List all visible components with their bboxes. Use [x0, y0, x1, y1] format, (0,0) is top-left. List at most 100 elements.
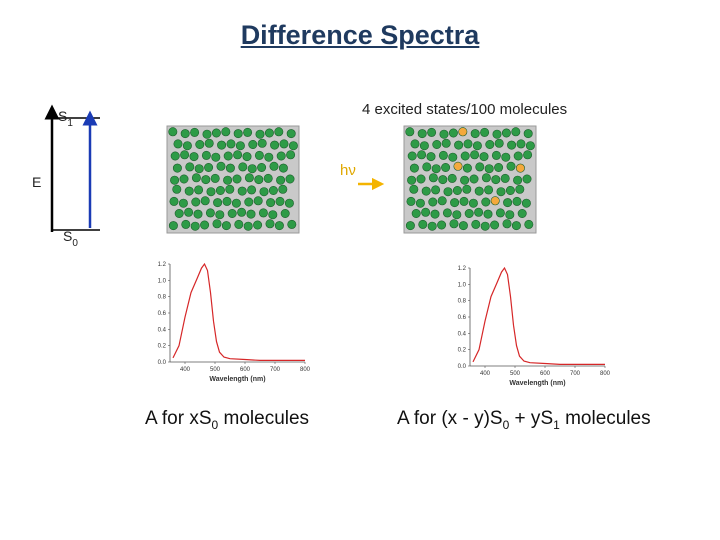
ground-molecule — [503, 198, 513, 208]
absorption-spectrum-right: 0.0 0.2 0.4 0.6 0.8 1.0 1.2 400 500 600 700 800 Wave… — [458, 266, 611, 387]
ground-molecule — [168, 221, 178, 231]
ground-molecule — [469, 174, 479, 184]
ground-molecule — [221, 127, 231, 137]
y-tick-label: 0.6 — [158, 311, 167, 317]
ground-molecule — [257, 162, 267, 172]
x-tick-label: 800 — [300, 367, 311, 373]
y-tick-label: 0.8 — [158, 295, 167, 301]
ground-molecule — [223, 151, 233, 161]
ground-molecule — [513, 151, 523, 161]
ground-molecule — [276, 175, 286, 185]
ground-molecule — [427, 221, 437, 231]
ground-molecule — [511, 221, 521, 231]
y-tick-label: 1.0 — [458, 282, 467, 288]
y-tick-label: 1.2 — [158, 262, 167, 268]
excited-state-box — [403, 125, 537, 234]
excited-molecule — [453, 161, 463, 171]
ground-molecule — [409, 163, 419, 173]
ground-molecule — [172, 184, 182, 194]
ground-molecule — [448, 152, 458, 162]
ground-molecule — [500, 173, 510, 183]
ground-molecule — [237, 207, 247, 217]
y-tick-label: 0.8 — [458, 299, 467, 305]
x-tick-label: 600 — [540, 371, 551, 377]
ground-molecule — [195, 140, 205, 149]
ground-molecule — [441, 162, 451, 172]
ground-molecule — [491, 175, 501, 185]
ground-molecule — [286, 129, 296, 139]
ground-molecule — [255, 129, 265, 139]
x-tick-label: 500 — [510, 371, 521, 377]
ground-molecule — [191, 197, 201, 207]
ground-molecule — [462, 163, 472, 173]
ground-molecule — [501, 152, 511, 162]
ground-molecule — [419, 141, 429, 151]
ground-molecule — [244, 197, 254, 207]
ground-molecule — [437, 220, 447, 230]
x-tick-label: 400 — [480, 371, 491, 377]
ground-molecule — [438, 175, 448, 185]
ground-molecule — [480, 221, 490, 231]
ground-molecule — [484, 185, 494, 195]
ground-molecule — [454, 140, 464, 150]
ground-molecule — [481, 197, 491, 207]
ground-molecule — [521, 198, 531, 208]
ground-molecule — [470, 150, 480, 160]
ground-molecule — [258, 208, 268, 218]
y-tick-label: 0.4 — [158, 327, 167, 333]
ground-molecule — [417, 150, 427, 160]
ground-molecule — [190, 127, 200, 137]
ground-molecule — [259, 187, 269, 197]
ground-molecule — [284, 198, 294, 208]
ground-molecule — [479, 152, 489, 162]
y-tick-label: 0.2 — [458, 348, 467, 354]
ground-molecule — [426, 152, 436, 162]
ground-molecule — [279, 139, 289, 149]
ground-molecule — [464, 209, 474, 219]
ground-molecule — [468, 198, 478, 208]
ground-molecule — [416, 174, 426, 184]
page-title: Difference Spectra — [240, 20, 480, 50]
ground-molecule — [211, 128, 221, 138]
ground-molecule — [170, 175, 180, 185]
ground-molecule — [264, 128, 274, 138]
ground-molecule — [243, 127, 253, 137]
ground-molecule — [525, 141, 535, 151]
ground-molecule — [193, 209, 203, 219]
ground-molecule — [212, 219, 222, 229]
ground-molecule — [184, 186, 194, 196]
ground-molecule — [430, 209, 440, 219]
ground-molecule — [173, 139, 183, 149]
ground-molecule — [204, 138, 214, 148]
ground-molecule — [205, 208, 215, 218]
ground-molecule — [226, 139, 236, 149]
ground-molecule — [505, 210, 515, 220]
ground-molecule — [265, 219, 275, 229]
ground-molecule — [217, 140, 227, 150]
ground-molecule — [415, 198, 425, 208]
x-tick-label: 700 — [570, 371, 581, 377]
ground-molecule — [431, 185, 441, 195]
ground-molecule — [407, 175, 417, 185]
x-tick-label: 700 — [270, 367, 281, 373]
x-tick-label: 800 — [600, 371, 611, 377]
ground-molecule — [485, 140, 495, 149]
ground-molecule — [523, 129, 533, 139]
ground-molecule — [524, 219, 534, 229]
ground-molecule — [268, 210, 278, 220]
ground-molecule — [172, 163, 182, 173]
ground-molecule — [490, 220, 500, 230]
ground-molecule — [170, 151, 180, 161]
ground-molecule — [222, 196, 232, 206]
ground-molecule — [474, 207, 484, 217]
caption-right: A for (x - y)S0 + yS1 molecules — [397, 408, 651, 432]
ground-molecule — [441, 138, 451, 148]
ground-molecule — [459, 196, 469, 206]
ground-molecule — [491, 150, 501, 160]
ground-molecule — [223, 175, 233, 185]
ground-molecule — [449, 219, 459, 229]
ground-molecule — [522, 174, 532, 184]
ground-molecule — [448, 128, 458, 138]
ground-molecule — [506, 161, 516, 171]
ground-molecule — [201, 175, 211, 185]
